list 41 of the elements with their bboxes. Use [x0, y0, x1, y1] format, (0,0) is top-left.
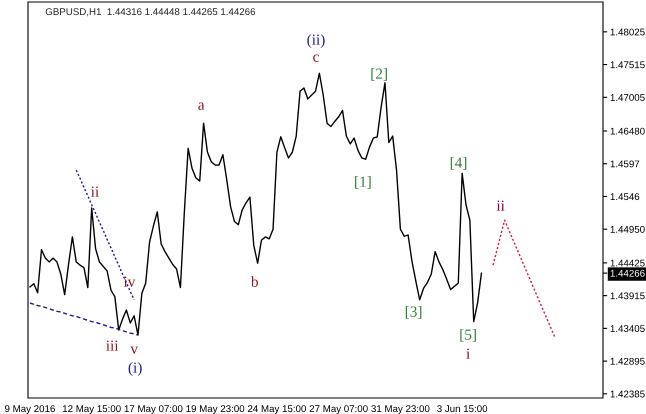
y-tick-label: 1.43405 — [610, 325, 645, 332]
annotation: [4] — [450, 157, 466, 170]
annotation: v — [130, 346, 138, 354]
x-tick-label: 3 Jun 15:00 — [437, 405, 488, 412]
x-tick-label: 9 May 2016 — [4, 405, 55, 414]
y-tick-label: 1.47515 — [610, 61, 645, 68]
annotation: (ii) — [307, 34, 325, 48]
line-series — [29, 302, 139, 336]
annotation: iv — [124, 276, 136, 287]
y-tick-label: 1.48025 — [610, 28, 645, 36]
line-series — [492, 220, 556, 338]
y-tick-label: 1.4546 — [610, 193, 640, 200]
text: GBPUSD,H1 1.44316 1.44448 1.44265 1.44266 — [46, 8, 256, 16]
y-tick-label: 1.44950 — [610, 226, 645, 233]
annotation: a — [198, 102, 204, 110]
x-tick-label: 31 May 23:00 — [371, 405, 430, 414]
x-tick-label: 17 May 07:00 — [124, 405, 182, 414]
annotation: (i) — [128, 362, 142, 376]
annotation: [5] — [460, 329, 476, 342]
y-tick-label: 1.44425 — [610, 260, 645, 267]
annotation: ii — [496, 200, 505, 211]
annotation: i — [466, 348, 470, 359]
y-tick-label: 1.4597 — [610, 160, 640, 168]
x-tick-label: 27 May 07:00 — [310, 405, 368, 414]
line-series — [76, 169, 135, 300]
annotation: b — [250, 276, 258, 287]
y-tick-label: 1.47005 — [610, 94, 645, 101]
y-tick-label: 1.46480 — [610, 128, 645, 135]
annotation: ii — [91, 186, 99, 197]
y-tick-label: 1.43915 — [610, 292, 645, 300]
annotation: iii — [106, 340, 118, 351]
x-tick-label: 12 May 15:00 — [62, 405, 121, 414]
annotation: [1] — [355, 176, 371, 189]
annotation: c — [313, 54, 319, 62]
y-tick-label: 1.44266 — [610, 270, 645, 277]
y-tick-label: 1.42895 — [610, 358, 645, 365]
x-tick-label: 19 May 23:00 — [186, 405, 244, 414]
y-tick-label: 1.42385 — [610, 390, 645, 398]
annotation: [2] — [371, 68, 387, 81]
annotation: [3] — [406, 306, 422, 319]
x-tick-label: 24 May 15:00 — [248, 405, 306, 414]
